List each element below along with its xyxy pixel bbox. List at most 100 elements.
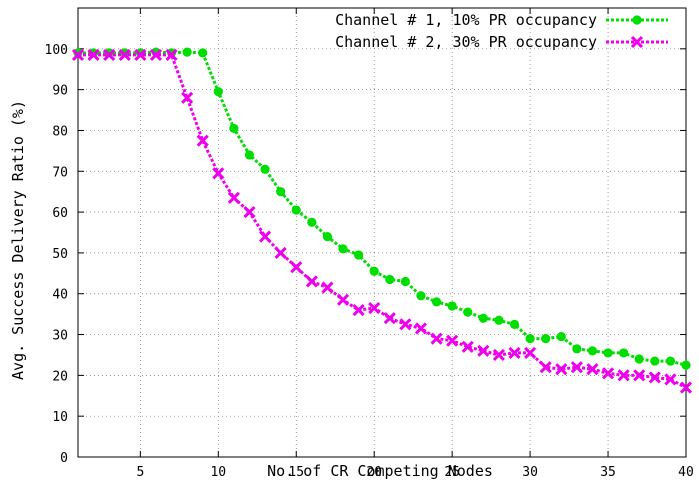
data-point — [243, 206, 256, 219]
data-point — [478, 313, 488, 323]
series-line — [78, 50, 687, 367]
data-point — [87, 48, 100, 62]
data-point — [681, 360, 691, 370]
data-point — [149, 48, 163, 62]
data-point — [383, 312, 396, 325]
data-point — [633, 369, 646, 382]
data-point — [525, 334, 535, 344]
data-point — [182, 47, 192, 57]
data-point — [586, 363, 599, 376]
series-layer — [71, 47, 693, 394]
data-point — [492, 348, 505, 362]
data-point — [601, 367, 615, 380]
data-point — [430, 332, 443, 345]
y-tick-label: 0 — [60, 451, 68, 466]
y-tick-label: 30 — [52, 329, 68, 344]
data-point — [555, 363, 568, 376]
data-point — [539, 361, 552, 374]
data-point — [322, 231, 333, 242]
data-point — [572, 344, 582, 354]
y-tick-label: 70 — [52, 165, 68, 180]
data-point — [619, 348, 629, 358]
y-tick-label: 90 — [52, 84, 68, 99]
data-point — [414, 322, 428, 335]
x-tick-label: 5 — [136, 465, 144, 480]
data-point — [446, 334, 459, 347]
legend-label-series-1: Channel # 1, 10% PR occupancy — [335, 11, 597, 29]
data-point — [212, 167, 225, 180]
x-tick-label: 40 — [678, 465, 694, 480]
legend-label-series-2: Channel # 2, 30% PR occupancy — [335, 33, 597, 51]
data-point — [338, 244, 348, 254]
data-point — [447, 301, 457, 311]
data-point — [229, 123, 239, 134]
data-point — [181, 91, 194, 104]
data-point — [227, 191, 240, 204]
x-tick-label: 30 — [522, 465, 538, 480]
data-point — [508, 346, 521, 359]
legend: Channel # 1, 10% PR occupancy Channel # … — [335, 11, 668, 51]
x-tick-label: 15 — [288, 465, 304, 480]
data-point — [352, 303, 365, 317]
data-point — [290, 261, 303, 274]
y-axis-title: Avg. Success Delivery Ratio (%) — [9, 100, 27, 380]
data-point — [291, 205, 301, 215]
data-point — [477, 344, 490, 357]
data-point — [276, 187, 286, 197]
data-point — [165, 48, 178, 62]
series-1 — [73, 47, 691, 370]
data-point — [307, 217, 317, 227]
y-tick-label: 10 — [52, 410, 68, 425]
data-point — [336, 293, 350, 306]
data-point — [305, 275, 318, 288]
data-point — [416, 291, 426, 301]
legend-marker-series-2 — [630, 35, 644, 49]
data-point — [134, 48, 147, 62]
data-point — [603, 348, 613, 358]
data-point — [274, 246, 287, 259]
data-point — [494, 315, 504, 325]
data-point — [196, 134, 209, 147]
data-point — [461, 340, 474, 353]
data-point — [509, 319, 520, 329]
data-point — [71, 48, 85, 62]
axis-ticks: 0 10 20 30 40 50 60 70 80 90 100 5 10 15 20 25 30 35 40 — [45, 8, 694, 480]
x-tick-label: 25 — [444, 465, 460, 480]
data-point — [648, 371, 661, 384]
data-point — [354, 250, 364, 260]
data-point — [556, 331, 566, 342]
data-point — [321, 281, 334, 294]
data-point — [369, 266, 379, 276]
y-tick-label: 80 — [52, 124, 68, 139]
data-point — [524, 346, 537, 359]
x-tick-label: 20 — [366, 465, 382, 480]
data-point — [368, 301, 381, 315]
data-point — [541, 334, 551, 344]
series-line — [78, 53, 687, 389]
series-2 — [71, 48, 693, 394]
data-point — [634, 354, 644, 364]
data-point — [118, 48, 131, 62]
data-point — [259, 230, 272, 243]
y-tick-label: 50 — [52, 247, 68, 262]
data-point — [617, 369, 630, 382]
data-point — [198, 48, 208, 58]
y-tick-label: 100 — [45, 43, 68, 58]
y-tick-label: 60 — [52, 206, 68, 221]
data-point — [385, 274, 395, 285]
y-tick-label: 40 — [52, 288, 68, 303]
data-point — [103, 48, 116, 62]
legend-marker-series-1 — [632, 15, 642, 25]
x-axis-title: No. of CR Competing Nodes — [267, 462, 493, 480]
data-point — [213, 87, 223, 97]
grid-lines — [78, 8, 686, 457]
data-point — [650, 356, 660, 366]
data-point — [463, 307, 473, 317]
data-point — [570, 361, 583, 374]
data-point — [665, 356, 676, 366]
data-point — [244, 150, 255, 160]
data-point — [587, 346, 598, 356]
data-point — [400, 276, 410, 287]
data-point — [260, 164, 270, 174]
plot-frame — [77, 7, 687, 458]
